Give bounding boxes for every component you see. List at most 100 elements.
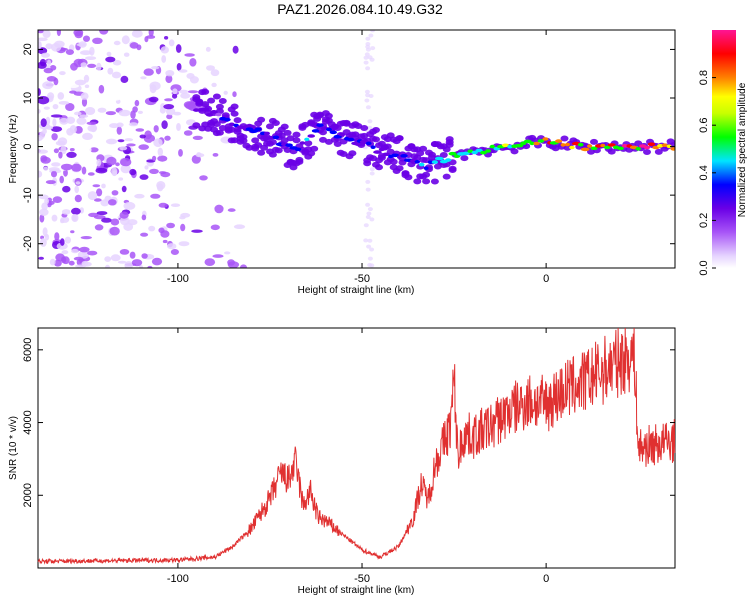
noise-cell xyxy=(364,52,370,57)
noise-cell xyxy=(179,215,186,220)
noise-cell xyxy=(38,61,47,69)
noise-cell xyxy=(115,162,120,167)
noise-cell xyxy=(69,148,75,152)
noise-cell xyxy=(108,199,117,206)
noise-cell xyxy=(54,232,60,241)
noise-cell xyxy=(170,249,179,255)
noise-cell xyxy=(63,168,68,177)
noise-cell xyxy=(43,67,53,74)
signal-cell xyxy=(292,131,301,138)
noise-cell xyxy=(367,238,373,243)
signal-cell xyxy=(430,178,439,185)
noise-cell xyxy=(59,175,64,184)
noise-cell xyxy=(87,63,97,68)
signal-core-cell xyxy=(453,154,461,158)
noise-cell xyxy=(80,50,92,56)
noise-cell xyxy=(184,53,195,57)
noise-cell xyxy=(165,70,175,77)
x-tick-label: 0 xyxy=(543,573,549,585)
noise-cell xyxy=(365,42,371,46)
noise-cell xyxy=(103,238,110,245)
noise-cell xyxy=(223,90,228,95)
noise-cell xyxy=(87,172,95,176)
noise-cell xyxy=(110,254,121,262)
noise-cell xyxy=(363,238,369,243)
noise-cell xyxy=(366,244,372,249)
signal-core-cell xyxy=(210,110,218,114)
signal-cell xyxy=(304,140,313,147)
signal-cell xyxy=(215,103,224,110)
signal-cell xyxy=(201,88,210,95)
noise-cell xyxy=(85,56,97,60)
noise-cell xyxy=(39,208,49,216)
noise-cell xyxy=(87,250,98,256)
signal-cell xyxy=(239,134,248,140)
noise-cell xyxy=(140,232,149,237)
noise-cell xyxy=(363,55,369,60)
noise-cell xyxy=(93,198,102,202)
noise-cell xyxy=(105,111,116,116)
noise-cell xyxy=(364,98,370,103)
noise-cell xyxy=(139,174,149,180)
noise-cell xyxy=(368,33,374,38)
signal-core-cell xyxy=(400,154,408,158)
noise-cell xyxy=(162,239,168,244)
noise-cell xyxy=(79,114,89,118)
signal-core-cell xyxy=(382,152,391,157)
noise-cell xyxy=(156,181,166,190)
signal-core-cell xyxy=(373,150,382,154)
noise-cell xyxy=(60,218,65,224)
noise-cell xyxy=(40,238,47,247)
noise-cell xyxy=(94,224,104,231)
noise-cell xyxy=(164,36,169,40)
noise-cell xyxy=(124,138,134,142)
colorbar-tick-label: 0.6 xyxy=(698,118,710,133)
y-tick-label: 0 xyxy=(22,144,34,150)
signal-cell xyxy=(654,148,663,155)
noise-cell xyxy=(96,62,102,71)
noise-cell xyxy=(123,222,134,231)
signal-core-cell xyxy=(461,151,470,156)
noise-cell xyxy=(43,166,49,171)
signal-cell xyxy=(215,129,224,136)
signal-core-cell xyxy=(410,159,416,163)
noise-cell xyxy=(72,215,77,222)
signal-core-cell xyxy=(480,150,487,155)
signal-core-cell xyxy=(475,148,483,153)
noise-cell xyxy=(80,92,89,100)
signal-cell xyxy=(307,150,316,157)
signal-core-cell xyxy=(316,123,324,127)
noise-cell xyxy=(165,74,173,84)
noise-cell xyxy=(167,243,177,250)
signal-core-cell xyxy=(228,122,235,127)
signal-core-cell xyxy=(507,144,513,149)
signal-cell xyxy=(283,129,292,136)
noise-cell xyxy=(138,144,149,150)
signal-core-cell xyxy=(590,146,598,151)
signal-cell xyxy=(195,100,204,107)
noise-cell xyxy=(107,67,114,75)
noise-cell xyxy=(166,114,173,120)
noise-cell xyxy=(101,217,112,223)
noise-cell xyxy=(109,226,120,236)
noise-cell xyxy=(120,164,131,174)
spectrogram-panel: -100 -50 0 20 10 0 -10 -20 Height of straight … xyxy=(8,29,676,296)
signal-core-cell xyxy=(600,143,606,148)
snr-x-label: Height of straight line (km) xyxy=(298,585,415,596)
signal-cell xyxy=(310,145,319,152)
y-tick-label: -10 xyxy=(22,187,34,203)
noise-cell xyxy=(99,119,104,126)
noise-cell xyxy=(42,81,54,90)
signal-cell xyxy=(277,132,286,139)
noise-cell xyxy=(363,60,369,65)
signal-core-cell xyxy=(205,113,214,117)
spectrogram-cells xyxy=(38,30,675,268)
snr-series-line xyxy=(37,327,676,565)
noise-cell xyxy=(59,117,69,125)
noise-cell xyxy=(119,146,128,151)
noise-cell xyxy=(52,104,59,110)
signal-cell xyxy=(268,139,277,146)
noise-cell xyxy=(92,184,101,188)
signal-core-cell xyxy=(304,137,310,142)
